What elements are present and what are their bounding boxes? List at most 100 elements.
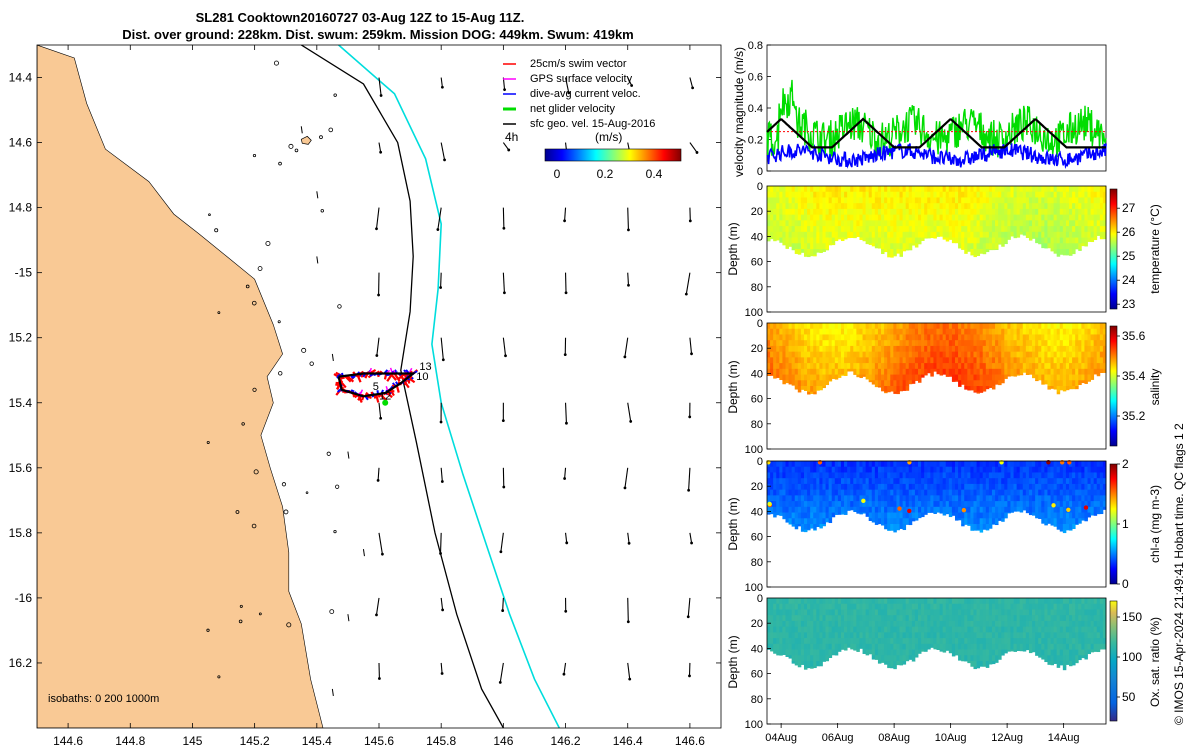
section-cell — [1010, 340, 1014, 347]
section-cell — [908, 655, 913, 660]
section-cell — [948, 368, 953, 375]
section-cell — [1069, 191, 1073, 198]
section-cell — [847, 208, 851, 216]
section-cell — [936, 357, 940, 364]
section-cell — [921, 609, 925, 616]
section-cell — [1059, 466, 1064, 473]
section-cell — [840, 620, 845, 628]
section-cell — [856, 512, 860, 514]
section-cell — [899, 598, 903, 605]
section-cell — [902, 501, 907, 508]
current-velocity-line — [767, 142, 1107, 170]
chla-point — [907, 508, 912, 514]
section-cell — [1001, 214, 1005, 221]
section-cell — [1075, 323, 1079, 330]
section-cell — [782, 323, 786, 330]
section-cell — [973, 214, 977, 221]
section-cell — [1056, 191, 1061, 198]
section-cell — [1028, 237, 1033, 241]
section-cell — [948, 472, 953, 479]
section-cell — [1059, 328, 1064, 335]
velocity-arrow — [375, 597, 380, 615]
section-cell — [988, 461, 993, 468]
section-cell — [970, 661, 974, 667]
section-cell — [785, 483, 789, 491]
section-cell — [961, 620, 965, 628]
section-cell — [939, 512, 944, 514]
section-cell — [887, 655, 891, 662]
section-cell — [896, 351, 900, 358]
reef-islet — [335, 484, 340, 489]
section-cell — [813, 226, 817, 233]
section-cell — [976, 380, 981, 387]
section-cell — [834, 512, 839, 515]
section-cell — [865, 489, 870, 496]
section-ytick-label: 80 — [751, 557, 763, 569]
velocity-arrow — [563, 662, 567, 675]
section-cell — [908, 466, 913, 473]
section-cell — [800, 191, 805, 198]
section-cell — [868, 203, 873, 210]
section-cell — [1038, 214, 1042, 221]
section-cell — [813, 323, 817, 330]
section-cell — [825, 615, 830, 622]
section-cell — [998, 495, 1002, 502]
section-cell — [819, 638, 823, 645]
section-cell — [803, 345, 808, 353]
section-cell — [1078, 243, 1082, 250]
section-cell — [782, 615, 786, 622]
section-cell — [1078, 380, 1082, 386]
section-cell — [862, 620, 867, 628]
section-cell — [874, 615, 879, 622]
section-cell — [927, 186, 931, 193]
section-cell — [890, 495, 894, 502]
section-cell — [877, 340, 882, 347]
section-cell — [918, 472, 922, 479]
section-cell — [813, 598, 817, 605]
section-cell — [819, 603, 823, 610]
section-cell — [908, 483, 913, 491]
section-cell — [840, 501, 845, 508]
section-cell — [834, 620, 839, 628]
section-cell — [773, 208, 777, 216]
section-cell — [822, 203, 826, 210]
section-cell — [914, 518, 919, 521]
section-cell — [850, 231, 854, 238]
section-cell — [1001, 220, 1005, 227]
section-cell — [1093, 461, 1098, 468]
section-cell — [893, 357, 897, 364]
section-cell — [813, 254, 817, 257]
section-cell — [779, 237, 783, 243]
section-cell — [951, 186, 956, 193]
section-cell — [911, 231, 916, 238]
section-cell — [970, 649, 974, 656]
section-cell — [800, 495, 805, 502]
section-cell — [914, 461, 919, 468]
section-cell — [859, 506, 863, 513]
section-cell — [1047, 363, 1051, 370]
section-cell — [967, 386, 971, 391]
section-cell — [1004, 214, 1008, 221]
section-cell — [930, 363, 934, 370]
section-cell — [991, 243, 996, 250]
section-cell — [982, 249, 987, 255]
section-cell — [1044, 191, 1048, 198]
section-cell — [813, 351, 817, 358]
section-cell — [927, 495, 931, 502]
section-cell — [828, 512, 833, 519]
section-cell — [773, 461, 777, 468]
section-cell — [877, 655, 882, 662]
section-cell — [840, 186, 845, 193]
section-cell — [973, 643, 977, 650]
section-cell — [813, 186, 817, 193]
section-cell — [881, 472, 885, 479]
section-cell — [770, 609, 774, 616]
section-cell — [942, 226, 947, 233]
section-cell — [825, 501, 830, 508]
section-cell — [1053, 380, 1058, 387]
section-cell — [1050, 328, 1055, 335]
section-cell — [831, 643, 836, 650]
section-cell — [887, 529, 891, 531]
section-cell — [936, 598, 940, 605]
section-cell — [871, 243, 876, 247]
